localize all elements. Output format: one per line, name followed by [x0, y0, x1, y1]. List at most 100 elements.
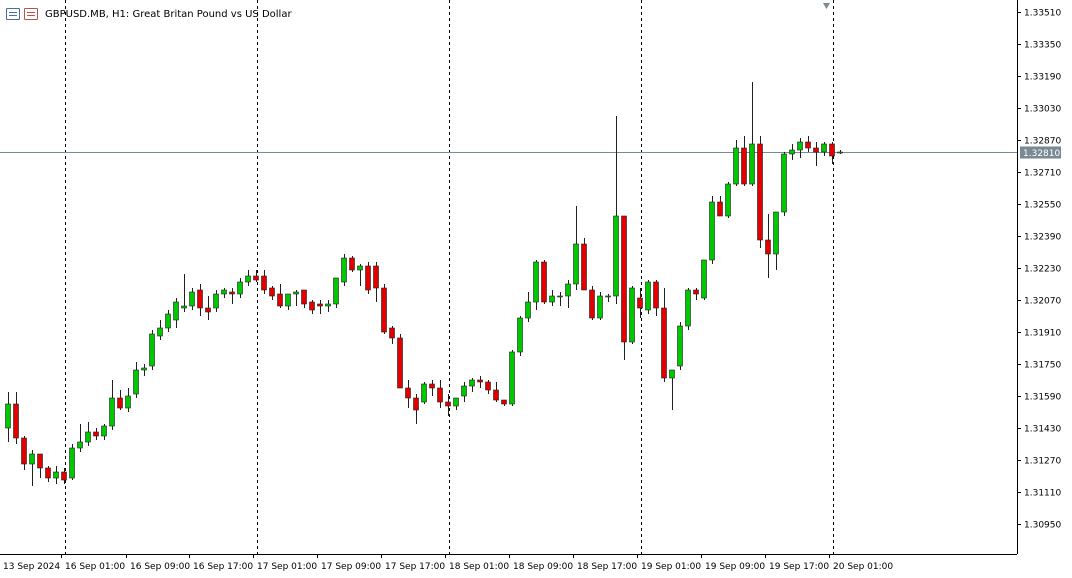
candle	[189, 288, 195, 310]
candle	[45, 466, 51, 482]
chart-shift-marker[interactable]	[823, 3, 830, 9]
candle-body	[733, 147, 739, 185]
price-tick-label: 1.32230	[1024, 265, 1061, 275]
candle-body	[541, 261, 547, 303]
candle	[541, 260, 547, 304]
candle	[533, 260, 539, 310]
price-tick-label: 1.32710	[1024, 169, 1061, 179]
candle-body	[773, 211, 779, 255]
candle	[765, 214, 771, 278]
candle-body	[253, 275, 259, 281]
candle-body	[341, 257, 347, 283]
candle	[517, 316, 523, 356]
one-click-trading-icon[interactable]	[24, 8, 38, 20]
current-price-text: 1.32810	[1023, 149, 1060, 159]
candle-body	[309, 301, 315, 311]
candle	[589, 286, 595, 320]
candle-body	[293, 291, 299, 295]
candle-body	[637, 297, 643, 309]
current-price-box	[1020, 146, 1061, 159]
candle	[725, 182, 731, 218]
candle	[109, 380, 115, 430]
candle-body	[493, 389, 499, 401]
price-tick-label: 1.32550	[1024, 201, 1061, 211]
candle-body	[109, 397, 115, 427]
candle	[301, 289, 307, 308]
candle-body	[573, 243, 579, 285]
candle	[389, 326, 395, 344]
candle	[549, 290, 555, 306]
candles	[5, 82, 843, 486]
candle	[437, 380, 443, 408]
candle-body	[77, 441, 83, 449]
candle	[125, 388, 131, 412]
candle-body	[501, 399, 507, 405]
candle-body	[421, 383, 427, 403]
candle	[509, 350, 515, 406]
candle-body	[53, 471, 59, 479]
candle-body	[661, 307, 667, 379]
candle	[565, 280, 571, 308]
candle-body	[461, 385, 467, 397]
candle	[133, 362, 139, 398]
time-tick-label: 17 Sep 09:00	[321, 562, 381, 572]
chart-header: GBPUSD.MB, H1: Great Britan Pound vs US …	[6, 6, 292, 22]
candle	[709, 196, 715, 264]
candle	[429, 380, 435, 396]
candle-body	[189, 291, 195, 307]
candle	[53, 466, 59, 484]
candle-body	[437, 387, 443, 403]
candle	[629, 286, 635, 344]
candle	[469, 378, 475, 392]
candle-body	[629, 287, 635, 343]
candle	[661, 288, 667, 382]
time-tick-label: 17 Sep 01:00	[257, 562, 317, 572]
candle-body	[277, 293, 283, 307]
candle	[701, 259, 707, 300]
candle-body	[221, 289, 227, 295]
candle	[317, 300, 323, 314]
time-tick-label: 20 Sep 01:00	[833, 562, 893, 572]
candle	[37, 453, 43, 478]
candle-body	[125, 395, 131, 409]
price-tick-label: 1.32070	[1024, 297, 1061, 307]
candle	[85, 422, 91, 446]
price-tick-label: 1.31590	[1024, 393, 1061, 403]
candle	[669, 369, 675, 410]
candle	[245, 270, 251, 286]
chart-title: GBPUSD.MB, H1: Great Britan Pound vs US …	[45, 8, 292, 20]
candle-body	[517, 317, 523, 353]
candle-body	[701, 259, 707, 299]
candle-body	[669, 369, 675, 379]
time-tick-label: 18 Sep 17:00	[577, 562, 637, 572]
price-tick-label: 1.30950	[1024, 521, 1061, 531]
candle-body	[29, 453, 35, 465]
price-tick-label: 1.31750	[1024, 361, 1061, 371]
candle-body	[653, 281, 659, 309]
candle-body	[453, 397, 459, 407]
candle-body	[645, 281, 651, 311]
price-tick-label: 1.33030	[1024, 105, 1061, 115]
candle	[445, 394, 451, 416]
candle	[309, 300, 315, 314]
candle	[269, 286, 275, 300]
candle	[525, 292, 531, 322]
candle	[277, 284, 283, 308]
candle	[757, 136, 763, 248]
candle	[61, 468, 67, 484]
candle-body	[69, 447, 75, 479]
candle	[485, 380, 491, 394]
candle-body	[613, 215, 619, 297]
candle	[805, 136, 811, 152]
candle-body	[805, 141, 811, 149]
candle-body	[181, 305, 187, 309]
candle-body	[621, 215, 627, 343]
candle-body	[757, 143, 763, 241]
candle	[789, 144, 795, 160]
candle	[597, 292, 603, 320]
chart-properties-icon[interactable]	[6, 8, 20, 20]
candle-body	[317, 303, 323, 307]
candle	[797, 138, 803, 158]
candle	[141, 364, 147, 376]
